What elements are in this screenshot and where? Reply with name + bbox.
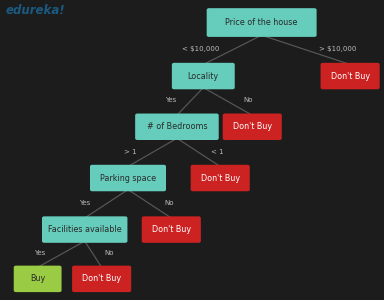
Text: Price of the house: Price of the house xyxy=(225,18,298,27)
FancyBboxPatch shape xyxy=(207,8,317,37)
Text: < 1: < 1 xyxy=(211,148,223,154)
Text: Yes: Yes xyxy=(166,98,177,103)
Text: > $10,000: > $10,000 xyxy=(319,46,357,52)
Text: edureka!: edureka! xyxy=(6,4,65,17)
FancyBboxPatch shape xyxy=(135,113,219,140)
FancyBboxPatch shape xyxy=(223,113,282,140)
FancyBboxPatch shape xyxy=(90,165,166,191)
FancyBboxPatch shape xyxy=(42,216,127,243)
Text: Don't Buy: Don't Buy xyxy=(82,274,121,284)
Text: Don't Buy: Don't Buy xyxy=(331,72,370,81)
Text: # of Bedrooms: # of Bedrooms xyxy=(147,122,207,131)
Text: Yes: Yes xyxy=(34,250,45,256)
Text: Yes: Yes xyxy=(79,200,90,206)
FancyBboxPatch shape xyxy=(172,63,235,89)
Text: Don't Buy: Don't Buy xyxy=(233,122,272,131)
FancyBboxPatch shape xyxy=(321,63,380,89)
FancyBboxPatch shape xyxy=(142,216,201,243)
FancyBboxPatch shape xyxy=(14,266,61,292)
Text: No: No xyxy=(165,200,174,206)
Text: No: No xyxy=(243,98,253,103)
Text: No: No xyxy=(104,250,114,256)
FancyBboxPatch shape xyxy=(72,266,131,292)
Text: < $10,000: < $10,000 xyxy=(182,46,220,52)
Text: Don't Buy: Don't Buy xyxy=(201,173,240,182)
FancyBboxPatch shape xyxy=(191,165,250,191)
Text: Facilities available: Facilities available xyxy=(48,225,121,234)
Text: Parking space: Parking space xyxy=(100,173,156,182)
Text: Locality: Locality xyxy=(188,72,219,81)
Text: Buy: Buy xyxy=(30,274,45,284)
Text: > 1: > 1 xyxy=(124,148,136,154)
Text: Don't Buy: Don't Buy xyxy=(152,225,191,234)
